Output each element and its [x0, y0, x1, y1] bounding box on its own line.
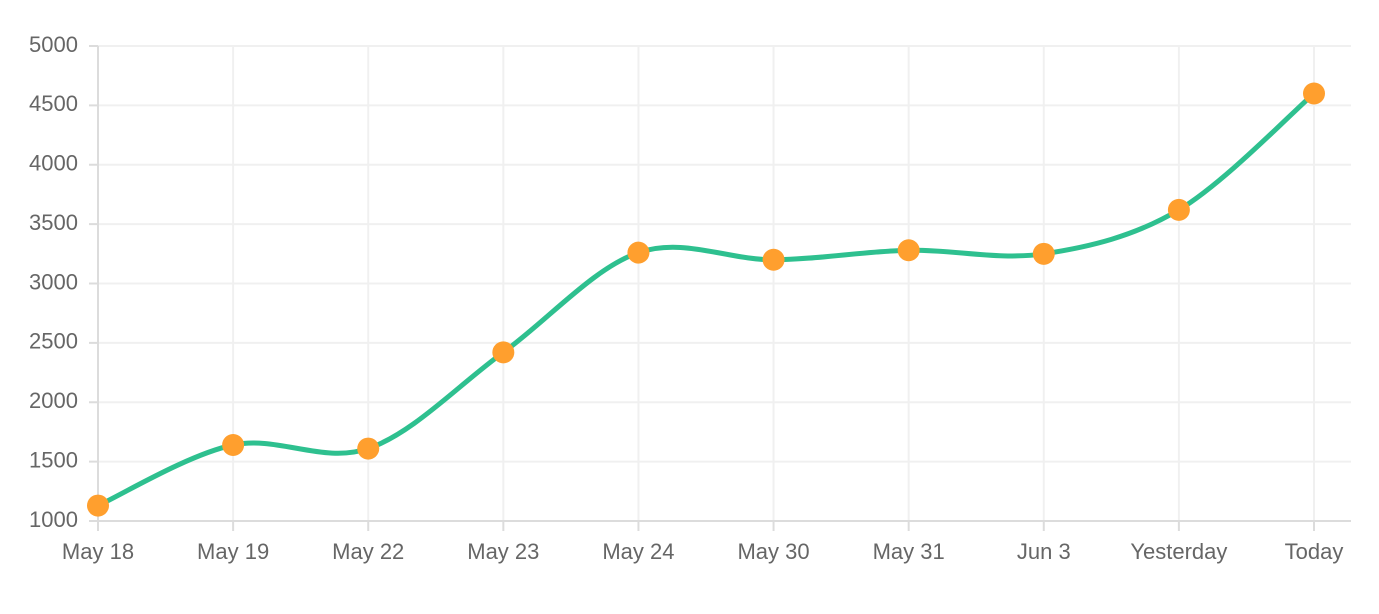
x-tick-label: May 23 — [467, 539, 539, 564]
data-point[interactable] — [1032, 242, 1055, 265]
x-tick-label: Yesterday — [1130, 539, 1227, 564]
data-points — [87, 82, 1325, 517]
y-tick-label: 1500 — [29, 447, 78, 472]
grid — [98, 45, 1351, 521]
x-tick-label: May 31 — [873, 539, 945, 564]
x-tick-label: May 19 — [197, 539, 269, 564]
data-point[interactable] — [897, 239, 920, 262]
x-axis-ticks: May 18 May 19 May 22 May 23 May 24 May 30 May … — [62, 539, 1343, 564]
x-tick-label: May 22 — [332, 539, 404, 564]
x-tick-label: May 18 — [62, 539, 134, 564]
data-point[interactable] — [627, 241, 650, 264]
data-point[interactable] — [1303, 82, 1325, 105]
y-tick-label: 2000 — [29, 388, 78, 413]
y-tick-label: 2500 — [29, 329, 78, 354]
data-point[interactable] — [762, 248, 785, 271]
data-point[interactable] — [87, 494, 109, 517]
x-tick-label: May 24 — [602, 539, 674, 564]
y-tick-label: 4500 — [29, 91, 78, 116]
y-tick-label: 3000 — [29, 269, 78, 294]
y-tick-label: 3500 — [29, 210, 78, 235]
y-tick-label: 1000 — [29, 507, 78, 532]
series-line — [95, 91, 1317, 509]
x-tick-label: Today — [1285, 539, 1344, 564]
axes — [89, 45, 1351, 531]
data-point[interactable] — [492, 341, 515, 364]
y-axis-ticks: 1000 1500 2000 2500 3000 3500 4000 4500 5000 — [29, 32, 78, 532]
y-tick-label: 5000 — [29, 32, 78, 57]
series — [95, 91, 1317, 509]
x-tick-label: May 30 — [737, 539, 809, 564]
y-tick-label: 4000 — [29, 151, 78, 176]
data-point[interactable] — [357, 437, 380, 460]
data-point[interactable] — [1167, 198, 1190, 221]
data-point[interactable] — [222, 434, 245, 456]
x-tick-label: Jun 3 — [1017, 539, 1071, 564]
